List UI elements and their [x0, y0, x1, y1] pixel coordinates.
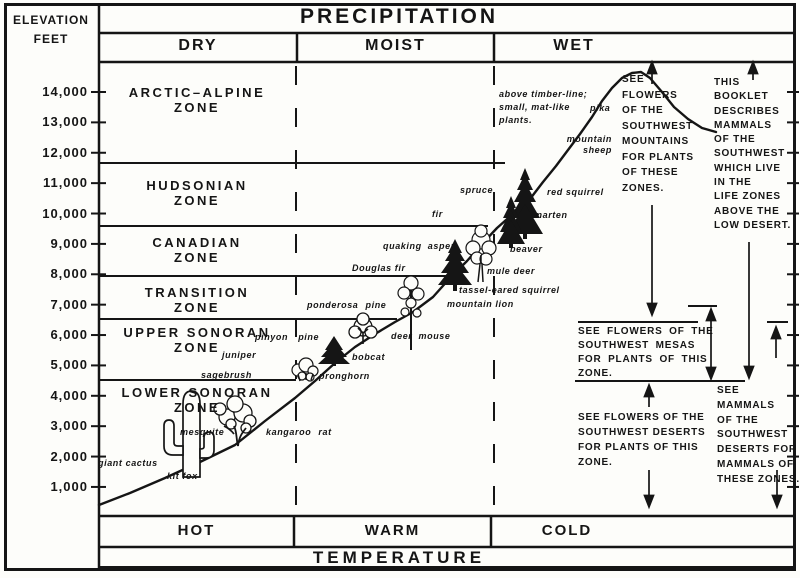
temperature-footer: TEMPERATURE — [312, 548, 486, 567]
juniper-tree-drawing — [348, 312, 378, 344]
pinyon-pine-drawing — [318, 336, 350, 366]
zone-label-transition: TRANSITION ZONE — [144, 285, 250, 315]
up-arrow-icon — [705, 306, 717, 322]
label-pinyon-pine: pinyon pine — [255, 332, 320, 342]
label-timberline-note: above timber-line; small, mat-like plant… — [499, 89, 588, 125]
note-southwest-mountains: SEE FLOWERS OF THE SOUTHWEST MOUNTAINS F… — [622, 74, 694, 194]
note-booklet-mammals: THIS BOOKLET DESCRIBES MAMMALS OF THE SO… — [714, 77, 792, 231]
label-marten: marten — [534, 210, 568, 220]
elevation-tick-label: 5,000 — [50, 357, 88, 373]
elevation-tick-label: 4,000 — [50, 387, 88, 403]
down-arrow-icon — [771, 494, 783, 510]
zone-label-lower-sonoran: LOWER SONORAN ZONE — [121, 385, 273, 415]
elevation-tick-label: 13,000 — [42, 114, 88, 130]
ponderosa-pine-drawing — [397, 275, 425, 350]
zone-label-canadian: CANADIAN ZONE — [152, 235, 242, 265]
down-arrow-icon — [705, 366, 717, 382]
label-tassel-eared-squirrel: tassel-eared squirrel — [459, 285, 560, 295]
annotation-rule-lines — [575, 305, 788, 382]
elevation-axis-title: ELEVATION FEET — [13, 13, 89, 46]
zone-label-hudsonian: HUDSONIAN ZONE — [146, 178, 248, 208]
elevation-tick-label: 10,000 — [42, 205, 88, 221]
elevation-tick-label: 6,000 — [50, 327, 88, 343]
label-juniper: juniper — [222, 350, 257, 360]
label-kangaroo-rat: kangaroo rat — [266, 427, 332, 437]
label-sagebrush: sagebrush — [201, 370, 252, 380]
label-quaking-aspen: quaking aspen — [383, 241, 457, 251]
label-bobcat: bobcat — [352, 352, 386, 362]
elevation-tick-marks — [91, 91, 799, 488]
label-spruce: spruce — [460, 185, 494, 195]
note-southwest-mesas: SEE FLOWERS OF THE SOUTHWEST MESAS FOR P… — [578, 326, 714, 379]
label-mule-deer: mule deer — [487, 266, 535, 276]
elevation-tick-label: 3,000 — [50, 418, 88, 434]
note-southwest-deserts-flowers: SEE FLOWERS OF THE SOUTHWEST DESERTS FOR… — [578, 412, 706, 468]
label-red-squirrel: red squirrel — [547, 187, 604, 197]
annotation-arrows — [643, 59, 783, 510]
douglas-fir-drawing — [438, 239, 472, 291]
spruce-drawing — [497, 168, 543, 248]
mesquite-drawing — [213, 395, 257, 447]
column-header-dry: DRY — [178, 37, 218, 54]
elevation-tick-label: 12,000 — [42, 144, 88, 160]
elevation-tick-label: 8,000 — [50, 266, 88, 282]
label-deer-mouse: deer mouse — [391, 331, 451, 341]
sagebrush-drawing — [291, 357, 319, 382]
label-beaver: beaver — [510, 244, 543, 254]
elevation-tick-label: 1,000 — [50, 478, 88, 494]
up-arrow-icon — [646, 59, 658, 75]
elevation-tick-label: 11,000 — [42, 175, 88, 191]
column-footer-warm: WARM — [364, 522, 421, 539]
frame-lines — [4, 3, 796, 571]
up-arrow-icon — [747, 59, 759, 75]
zone-label-upper-sonoran: UPPER SONORAN ZONE — [123, 325, 271, 355]
precipitation-header: PRECIPITATION — [299, 5, 499, 28]
down-arrow-icon — [743, 365, 755, 381]
giant-cactus-drawing — [163, 390, 215, 478]
up-arrow-icon — [770, 324, 782, 340]
dashed-dividers — [295, 66, 495, 514]
elevation-tick-label: 14,000 — [42, 84, 88, 99]
label-mesquite: mesquite — [180, 427, 225, 437]
label-ponderosa-pine: ponderosa pine — [307, 300, 387, 310]
note-southwest-deserts-mammals: SEE MAMMALS OF THE SOUTHWEST DESERTS FOR… — [717, 385, 800, 485]
up-arrow-icon — [643, 382, 655, 398]
elevation-tick-label: 9,000 — [50, 235, 88, 251]
elevation-tick-label: 7,000 — [50, 296, 88, 312]
label-pronghorn: pronghorn — [319, 371, 370, 381]
quaking-aspen-drawing — [465, 224, 497, 283]
down-arrow-icon — [643, 494, 655, 510]
elevation-tick-label: 2,000 — [50, 448, 88, 464]
label-giant-cactus: giant cactus — [98, 458, 158, 468]
plant-drawings — [163, 168, 543, 478]
label-kit-fox: kit fox — [167, 471, 198, 481]
zone-label-arctic-alpine: ARCTIC–ALPINE ZONE — [128, 85, 266, 115]
label-pika: pika — [590, 103, 611, 113]
column-header-moist: MOIST — [365, 37, 426, 54]
column-footer-cold: COLD — [541, 522, 593, 539]
column-footer-hot: HOT — [177, 522, 216, 539]
label-mountain-sheep: mountain sheep — [566, 134, 612, 155]
column-header-wet: WET — [553, 37, 595, 54]
label-fir: fir — [432, 209, 443, 219]
zone-boundary-lines — [99, 162, 505, 381]
down-arrow-icon — [646, 302, 658, 318]
label-mountain-lion: mountain lion — [447, 299, 514, 309]
label-douglas-fir: Douglas fir — [352, 263, 406, 273]
